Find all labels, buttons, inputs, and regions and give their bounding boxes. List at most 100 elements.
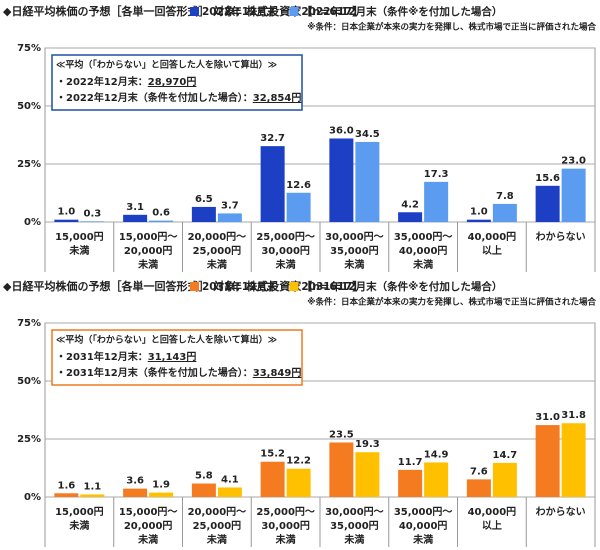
x-tick-label: 以上 bbox=[482, 244, 502, 257]
value-label: 3.6 bbox=[126, 476, 144, 487]
legend-label: 2022年12月末（条件※を付加した場合） bbox=[301, 5, 502, 18]
value-label: 31.8 bbox=[561, 410, 586, 421]
bar bbox=[535, 425, 560, 497]
value-label: 1.1 bbox=[84, 481, 102, 492]
x-tick-label: 未満 bbox=[68, 244, 89, 257]
x-tick-label: 35,000円～ bbox=[394, 231, 453, 243]
x-tick-label: 未満 bbox=[412, 533, 433, 546]
y-tick-label: 0% bbox=[24, 492, 41, 503]
x-tick-label: 未満 bbox=[68, 519, 89, 532]
bar bbox=[424, 181, 449, 222]
x-tick-label: 未満 bbox=[206, 533, 227, 546]
annotation-box bbox=[51, 54, 303, 111]
value-label: 4.1 bbox=[221, 474, 239, 485]
x-tick-label: 20,000円～ bbox=[188, 231, 247, 243]
x-tick-label: 未満 bbox=[343, 533, 364, 546]
annotation-header: ≪平均（「わからない」と回答した人を除いて算出）≫ bbox=[56, 59, 277, 71]
bar bbox=[398, 212, 423, 222]
note: ※条件：日本企業が本来の実力を発揮し、株式市場で正当に評価された場合 bbox=[307, 22, 596, 33]
value-label: 23.0 bbox=[561, 156, 586, 167]
legend-label: 2031年12月末（条件※を付加した場合） bbox=[301, 280, 502, 293]
note: ※条件：日本企業が本来の実力を発揮し、株式市場で正当に評価された場合 bbox=[307, 297, 596, 308]
value-label: 1.0 bbox=[58, 207, 76, 218]
bar bbox=[80, 494, 105, 497]
value-label: 15.6 bbox=[535, 173, 560, 184]
annotation-value: 31,143円 bbox=[148, 351, 197, 363]
y-tick-label: 25% bbox=[17, 434, 41, 445]
y-tick-label: 25% bbox=[17, 159, 41, 170]
bar bbox=[398, 469, 423, 497]
chart-title: ◆日経平均株価の予想［各単一回答形式］ 対象：株式投資家【n=617】 bbox=[3, 279, 363, 293]
bar bbox=[535, 185, 560, 222]
bar bbox=[54, 493, 79, 497]
y-tick-label: 0% bbox=[24, 217, 41, 228]
x-tick-label: 未満 bbox=[206, 258, 227, 271]
x-tick-label: 15,000円～ bbox=[119, 231, 178, 243]
bar bbox=[561, 423, 586, 497]
bar bbox=[424, 462, 449, 497]
x-tick-label: 未満 bbox=[343, 258, 364, 271]
annotation-value: 28,970円 bbox=[148, 76, 197, 88]
value-label: 1.0 bbox=[470, 207, 488, 218]
x-tick-label: 40,000円 bbox=[468, 231, 517, 243]
bar bbox=[149, 492, 174, 497]
value-label: 11.7 bbox=[398, 457, 423, 468]
value-label: 7.6 bbox=[470, 466, 488, 477]
value-label: 34.5 bbox=[355, 129, 380, 140]
value-label: 7.8 bbox=[496, 191, 514, 202]
legend-label: 2031年12月末 bbox=[202, 280, 278, 293]
x-tick-label: 未満 bbox=[137, 258, 158, 271]
x-tick-label: 25,000円～ bbox=[256, 231, 315, 243]
value-label: 12.6 bbox=[286, 180, 311, 191]
value-label: 3.1 bbox=[126, 202, 144, 213]
bar bbox=[286, 192, 311, 222]
value-label: 23.5 bbox=[329, 429, 354, 440]
annotation-value: 32,854円 bbox=[253, 92, 302, 104]
annotation-label: ・2022年12月末（条件を付加した場合）： bbox=[56, 91, 253, 104]
annotation-box bbox=[51, 329, 303, 386]
bar bbox=[355, 141, 380, 222]
x-tick-label: 40,000円 bbox=[399, 245, 448, 257]
bar bbox=[329, 138, 354, 222]
bar bbox=[355, 452, 380, 497]
value-label: 19.3 bbox=[355, 439, 380, 450]
bar bbox=[286, 468, 311, 497]
bar bbox=[217, 213, 242, 222]
bar bbox=[329, 442, 354, 497]
bar bbox=[492, 203, 517, 222]
x-tick-label: わからない bbox=[536, 506, 586, 518]
x-tick-label: 35,000円～ bbox=[394, 506, 453, 518]
y-tick-label: 75% bbox=[17, 43, 41, 54]
value-label: 32.7 bbox=[260, 133, 285, 144]
bar bbox=[260, 146, 285, 222]
bar bbox=[217, 487, 242, 497]
x-tick-label: 30,000円 bbox=[261, 245, 310, 257]
value-label: 4.2 bbox=[401, 199, 419, 210]
annotation-label: ・2031年12月末（条件を付加した場合）： bbox=[56, 366, 253, 379]
x-tick-label: 未満 bbox=[275, 258, 296, 271]
value-label: 17.3 bbox=[424, 169, 449, 180]
value-label: 6.5 bbox=[195, 194, 213, 205]
y-tick-label: 50% bbox=[17, 101, 41, 112]
x-tick-label: 30,000円 bbox=[261, 520, 310, 532]
legend-swatch bbox=[190, 7, 199, 16]
value-label: 36.0 bbox=[329, 125, 354, 136]
bar bbox=[466, 479, 491, 497]
value-label: 5.8 bbox=[195, 471, 213, 482]
bar bbox=[80, 221, 105, 222]
bar bbox=[260, 461, 285, 497]
value-label: 0.6 bbox=[152, 208, 170, 219]
x-tick-label: 20,000円～ bbox=[188, 506, 247, 518]
x-tick-label: 15,000円 bbox=[55, 506, 104, 518]
annotation-label: ・2031年12月末： bbox=[56, 350, 148, 363]
x-tick-label: 40,000円 bbox=[468, 506, 517, 518]
value-label: 14.9 bbox=[424, 449, 449, 460]
y-tick-label: 50% bbox=[17, 376, 41, 387]
x-tick-label: 35,000円 bbox=[330, 245, 379, 257]
x-tick-label: 30,000円～ bbox=[325, 231, 384, 243]
bar bbox=[191, 483, 216, 497]
x-tick-label: 40,000円 bbox=[399, 520, 448, 532]
x-tick-label: 未満 bbox=[137, 533, 158, 546]
annotation-label: ・2022年12月末： bbox=[56, 75, 148, 88]
